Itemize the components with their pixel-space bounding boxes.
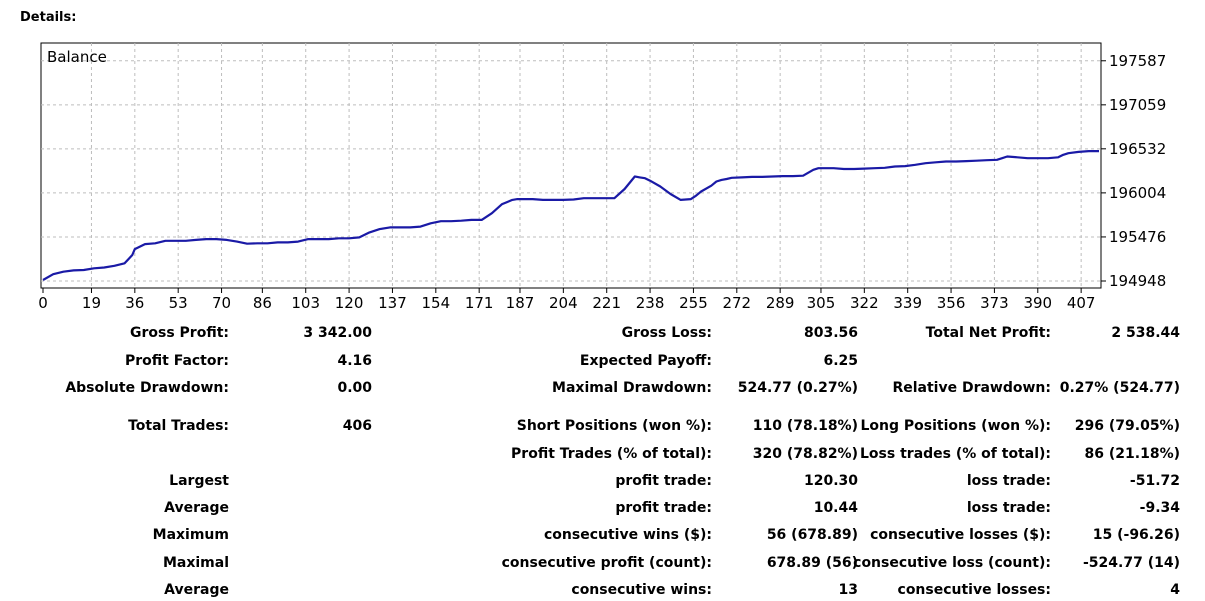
gross-profit-label: Gross Profit:	[129, 325, 229, 341]
y-tick-label: 195476	[1109, 228, 1166, 246]
absolute-drawdown-value: 0.00	[337, 380, 372, 396]
gross-profit-value: 3 342.00	[303, 325, 372, 341]
largest-profit-trade-value: 120.30	[803, 473, 858, 489]
largest-loss-trade-label: loss trade:	[966, 473, 1051, 489]
maximal-label: Maximal	[162, 555, 229, 571]
average-profit-trade-value: 10.44	[813, 500, 858, 516]
max-consecutive-wins-label: consecutive wins ($):	[543, 527, 712, 543]
x-tick-label: 238	[636, 294, 665, 312]
average-profit-trade-label: profit trade:	[615, 500, 712, 516]
average-consecutive-label: Average	[164, 582, 229, 598]
total-net-profit-label: Total Net Profit:	[925, 325, 1051, 341]
y-tick-label: 197059	[1109, 96, 1166, 114]
maximal-consecutive-profit-label: consecutive profit (count):	[501, 555, 712, 571]
x-tick-label: 103	[291, 294, 320, 312]
x-tick-label: 356	[937, 294, 966, 312]
total-trades-label: Total Trades:	[128, 418, 229, 434]
maximum-label: Maximum	[152, 527, 229, 543]
average-consecutive-losses-value: 4	[1170, 582, 1180, 598]
y-tick-label: 194948	[1109, 272, 1166, 290]
relative-drawdown-value: 0.27% (524.77)	[1059, 380, 1180, 396]
x-tick-label: 289	[766, 294, 795, 312]
average-label: Average	[164, 500, 229, 516]
chart-title: Balance	[47, 48, 107, 66]
x-tick-label: 322	[850, 294, 879, 312]
x-tick-label: 187	[506, 294, 535, 312]
loss-trades-value: 86 (21.18%)	[1084, 446, 1180, 462]
x-tick-label: 36	[125, 294, 144, 312]
maximal-drawdown-value: 524.77 (0.27%)	[737, 380, 858, 396]
total-net-profit-value: 2 538.44	[1111, 325, 1180, 341]
largest-label: Largest	[169, 473, 229, 489]
expected-payoff-label: Expected Payoff:	[579, 353, 712, 369]
maximal-drawdown-label: Maximal Drawdown:	[552, 380, 712, 396]
balance-line	[42, 150, 1099, 281]
largest-profit-trade-label: profit trade:	[615, 473, 712, 489]
x-tick-label: 0	[38, 294, 48, 312]
y-tick-label: 196004	[1109, 184, 1166, 202]
x-tick-label: 373	[980, 294, 1009, 312]
x-tick-label: 120	[335, 294, 364, 312]
balance-chart: 197587 197059 196532 196004 195476 194948 0 19 3…	[38, 42, 1166, 312]
long-positions-value: 296 (79.05%)	[1074, 418, 1180, 434]
y-tick-label: 197587	[1109, 52, 1166, 70]
x-tick-label: 204	[549, 294, 578, 312]
profit-factor-value: 4.16	[337, 353, 372, 369]
x-tick-label: 255	[679, 294, 708, 312]
long-positions-label: Long Positions (won %):	[860, 418, 1051, 434]
x-tick-label: 221	[592, 294, 621, 312]
x-tick-label: 154	[421, 294, 450, 312]
maximal-consecutive-profit-value: 678.89 (56)	[766, 555, 858, 571]
average-consecutive-wins-label: consecutive wins:	[571, 582, 712, 598]
x-tick-label: 137	[378, 294, 407, 312]
x-tick-label: 19	[82, 294, 101, 312]
average-consecutive-losses-label: consecutive losses:	[897, 582, 1051, 598]
x-tick-label: 390	[1023, 294, 1052, 312]
profit-trades-label: Profit Trades (% of total):	[511, 446, 712, 462]
average-loss-trade-value: -9.34	[1139, 500, 1180, 516]
profit-trades-value: 320 (78.82%)	[752, 446, 858, 462]
x-tick-label: 272	[722, 294, 751, 312]
maximal-consecutive-loss-value: -524.77 (14)	[1083, 555, 1180, 571]
gross-loss-label: Gross Loss:	[621, 325, 712, 341]
chart-series	[42, 150, 1099, 281]
absolute-drawdown-label: Absolute Drawdown:	[65, 380, 229, 396]
short-positions-label: Short Positions (won %):	[516, 418, 712, 434]
max-consecutive-losses-label: consecutive losses ($):	[870, 527, 1051, 543]
relative-drawdown-label: Relative Drawdown:	[892, 380, 1051, 396]
average-consecutive-wins-value: 13	[838, 582, 858, 598]
details-heading: Details:	[20, 10, 77, 25]
gross-loss-value: 803.56	[803, 325, 858, 341]
x-tick-label: 407	[1067, 294, 1096, 312]
x-tick-label: 339	[893, 294, 922, 312]
average-loss-trade-label: loss trade:	[966, 500, 1051, 516]
profit-factor-label: Profit Factor:	[124, 353, 229, 369]
x-tick-label: 86	[253, 294, 272, 312]
plot-frame	[40, 42, 1102, 289]
max-consecutive-wins-value: 56 (678.89)	[766, 527, 858, 543]
max-consecutive-losses-value: 15 (-96.26)	[1092, 527, 1180, 543]
x-tick-label: 53	[169, 294, 188, 312]
total-trades-value: 406	[342, 418, 372, 434]
y-tick-label: 196532	[1109, 140, 1166, 158]
short-positions-value: 110 (78.18%)	[752, 418, 858, 434]
chart-grid	[40, 42, 1102, 289]
expected-payoff-value: 6.25	[823, 353, 858, 369]
loss-trades-label: Loss trades (% of total):	[860, 446, 1051, 462]
largest-loss-trade-value: -51.72	[1129, 473, 1180, 489]
chart-axes: 197587 197059 196532 196004 195476 194948 0 19 3…	[38, 48, 1166, 312]
x-tick-label: 70	[212, 294, 231, 312]
x-tick-label: 171	[465, 294, 494, 312]
x-tick-label: 305	[807, 294, 836, 312]
maximal-consecutive-loss-label: consecutive loss (count):	[853, 555, 1051, 571]
